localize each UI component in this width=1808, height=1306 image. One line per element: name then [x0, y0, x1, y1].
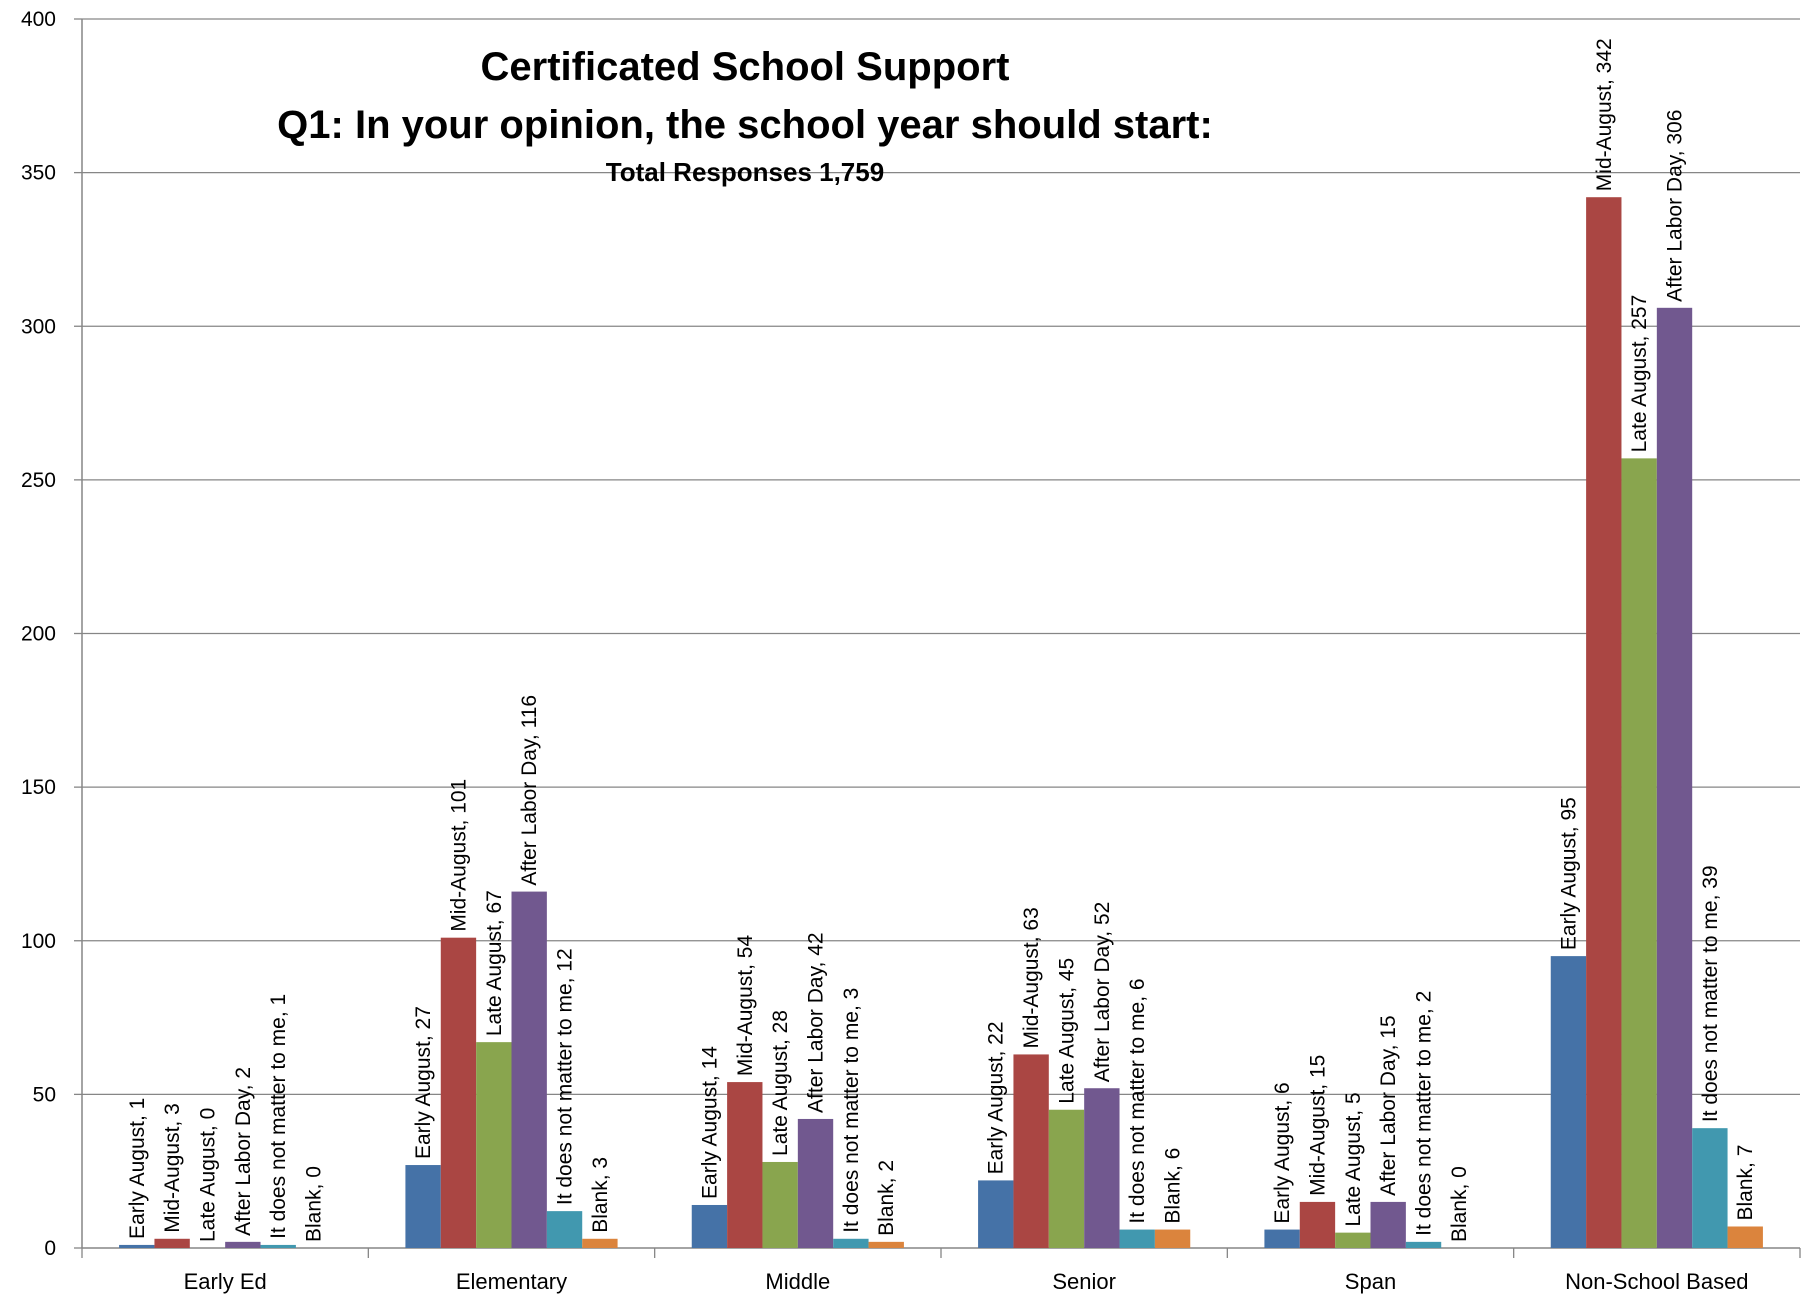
data-label: After Labor Day, 42 [805, 932, 828, 1113]
y-tick-label: 250 [21, 469, 56, 492]
category-label: Early Ed [184, 1269, 267, 1294]
y-tick-label: 300 [21, 315, 56, 338]
bar [1154, 1229, 1191, 1248]
data-label: It does not matter to me, 12 [554, 948, 577, 1205]
bars [119, 197, 1763, 1249]
bar [1084, 1088, 1120, 1248]
bar [154, 1238, 190, 1248]
bar [833, 1238, 869, 1248]
data-label: Mid-August, 3 [161, 1103, 184, 1233]
data-label: Late August, 5 [1342, 1092, 1365, 1226]
category-label: Senior [1052, 1269, 1116, 1294]
bar [546, 1211, 583, 1248]
y-tick-label: 150 [21, 776, 56, 799]
category-label: Non-School Based [1565, 1269, 1748, 1294]
data-label: Late August, 28 [769, 1010, 792, 1156]
category-label: Middle [765, 1269, 830, 1294]
bar [1048, 1109, 1085, 1248]
y-tick-label: 100 [21, 930, 56, 953]
data-label: Mid-August, 342 [1593, 38, 1616, 191]
axes: 0 50 100 150 200 250 300 350 400 [21, 8, 1801, 1260]
data-label: It does not matter to me, 2 [1413, 991, 1436, 1236]
y-tick-label: 50 [33, 1083, 56, 1106]
bar [405, 1165, 441, 1248]
bar [1692, 1128, 1728, 1248]
bar [1264, 1229, 1300, 1248]
data-label: It does not matter to me, 39 [1699, 865, 1722, 1122]
bar [1119, 1229, 1155, 1248]
category-label: Span [1345, 1269, 1396, 1294]
chart-title: Certificated School Support [481, 45, 1010, 89]
y-tick-label: 350 [21, 162, 56, 185]
data-labels: Early August, 1 Mid-August, 3 Late August,… [126, 38, 1757, 1242]
bar [511, 891, 547, 1248]
bar [1586, 197, 1622, 1249]
bar [1656, 307, 1693, 1248]
category-labels: Early Ed Elementary Middle Senior Span Non-Sc… [184, 1269, 1749, 1294]
bar [440, 937, 477, 1248]
data-label: After Labor Day, 116 [518, 695, 541, 886]
data-label: Early August, 27 [412, 1006, 435, 1159]
bar [1299, 1201, 1336, 1248]
bar [119, 1244, 155, 1248]
data-label: Mid-August, 63 [1020, 907, 1043, 1048]
bar [1405, 1241, 1442, 1248]
bar [691, 1204, 728, 1248]
data-label: Early August, 22 [985, 1021, 1008, 1174]
bar [762, 1161, 798, 1248]
bar [1013, 1054, 1049, 1248]
bar [1550, 956, 1587, 1248]
data-label: Early August, 1 [126, 1098, 149, 1239]
data-label: Late August, 67 [483, 890, 506, 1036]
bar [260, 1244, 296, 1248]
data-label: Early August, 95 [1557, 797, 1580, 950]
chart-subtitle: Q1: In your opinion, the school year sho… [277, 103, 1213, 147]
bar [582, 1238, 618, 1248]
data-label: Late August, 257 [1628, 295, 1651, 453]
data-label: Late August, 0 [196, 1108, 219, 1242]
data-label: Mid-August, 15 [1306, 1055, 1329, 1196]
data-label: Blank, 0 [1448, 1166, 1471, 1242]
bar [727, 1082, 763, 1248]
bar [797, 1118, 834, 1248]
bar [1727, 1226, 1763, 1248]
category-label: Elementary [456, 1269, 567, 1294]
bar [476, 1042, 512, 1248]
data-label: After Labor Day, 52 [1091, 902, 1114, 1083]
y-tick-label: 0 [44, 1237, 56, 1260]
data-label: Blank, 7 [1734, 1145, 1757, 1221]
y-tick-label: 200 [21, 623, 56, 646]
data-label: Blank, 0 [303, 1166, 326, 1242]
bar [1335, 1232, 1371, 1248]
data-label: It does not matter to me, 6 [1126, 978, 1149, 1223]
data-label: It does not matter to me, 3 [840, 988, 863, 1233]
gridlines [82, 18, 1800, 1096]
data-label: Blank, 6 [1162, 1148, 1185, 1224]
data-label: After Labor Day, 306 [1664, 110, 1687, 302]
data-label: Early August, 14 [698, 1046, 721, 1199]
data-label: After Labor Day, 15 [1377, 1015, 1400, 1196]
data-label: Mid-August, 101 [447, 779, 470, 932]
data-label: Mid-August, 54 [734, 935, 757, 1077]
y-tick-label: 400 [21, 8, 56, 31]
bar [1621, 458, 1657, 1248]
bar [1370, 1201, 1406, 1248]
data-label: It does not matter to me, 1 [267, 994, 290, 1239]
bar [978, 1180, 1014, 1248]
data-label: After Labor Day, 2 [232, 1067, 255, 1236]
data-label: Late August, 45 [1055, 958, 1078, 1104]
data-label: Blank, 3 [589, 1157, 612, 1233]
chart-note: Total Responses 1,759 [606, 157, 884, 187]
data-label: Early August, 6 [1271, 1082, 1294, 1223]
bar [225, 1241, 261, 1248]
data-label: Blank, 2 [875, 1160, 898, 1236]
bar [868, 1241, 904, 1248]
